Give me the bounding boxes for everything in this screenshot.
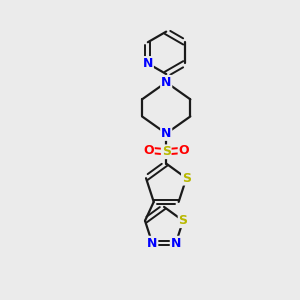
Text: O: O	[143, 144, 154, 157]
Text: O: O	[178, 144, 189, 157]
Text: S: S	[162, 145, 171, 158]
Text: S: S	[178, 214, 188, 227]
Text: N: N	[147, 237, 158, 250]
Text: N: N	[171, 237, 181, 250]
Text: N: N	[161, 127, 171, 140]
Text: N: N	[142, 57, 153, 70]
Text: N: N	[161, 76, 171, 89]
Text: S: S	[182, 172, 191, 185]
